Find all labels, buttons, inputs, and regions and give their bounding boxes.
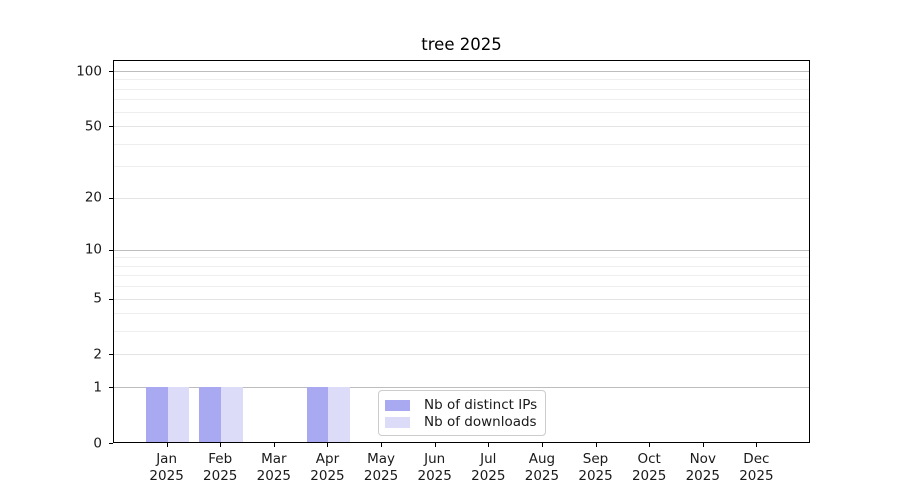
- minor-gridline: [114, 79, 809, 81]
- legend-swatch-downloads: [385, 416, 410, 428]
- x-tick-label-may: May 2025: [363, 451, 399, 484]
- x-tick-mark: [756, 443, 758, 447]
- x-tick-mark: [220, 443, 222, 447]
- legend-entry: Nb of downloads: [385, 414, 537, 430]
- minor-gridline: [114, 265, 809, 267]
- x-tick-mark: [273, 443, 275, 447]
- minor-gridline: [114, 88, 809, 90]
- y-tick-mark: [109, 354, 113, 356]
- x-tick-mark: [541, 443, 543, 447]
- plot-area: [113, 60, 810, 443]
- x-tick-label-aug: Aug 2025: [524, 451, 560, 484]
- y-tick-mark: [109, 443, 113, 444]
- bar-jan-distinct-ips: [145, 387, 168, 442]
- x-tick-mark: [595, 443, 597, 447]
- x-tick-mark: [649, 443, 651, 447]
- minor-gridline: [114, 286, 809, 288]
- x-tick-label-jul: Jul 2025: [471, 451, 506, 484]
- x-tick-label-dec: Dec 2025: [739, 451, 774, 484]
- legend-label: Nb of downloads: [424, 414, 537, 430]
- major-gridline: [114, 387, 809, 389]
- y-tick-mark: [109, 298, 113, 300]
- x-tick-mark: [381, 443, 383, 447]
- x-tick-label-sep: Sep 2025: [578, 451, 613, 484]
- y-tick-label: 100: [76, 62, 102, 79]
- minor-gridline: [114, 166, 809, 168]
- y-tick-mark: [109, 71, 113, 72]
- y-tick-label: 50: [84, 117, 102, 134]
- major-gridline: [114, 249, 809, 251]
- x-tick-mark: [166, 443, 168, 447]
- minor-gridline: [114, 111, 809, 113]
- y-tick-mark: [109, 197, 113, 199]
- y-tick-mark: [109, 126, 113, 128]
- bar-apr-downloads: [328, 387, 351, 442]
- y-tick-mark: [109, 387, 113, 389]
- bar-feb-downloads: [221, 387, 244, 442]
- gridline: [114, 126, 809, 128]
- legend: Nb of distinct IPs Nb of downloads: [378, 390, 546, 436]
- legend-label: Nb of distinct IPs: [424, 397, 538, 413]
- bar-apr-distinct-ips: [306, 387, 329, 442]
- gridline: [114, 354, 809, 356]
- minor-gridline: [114, 313, 809, 315]
- major-gridline: [114, 71, 809, 72]
- x-tick-label-oct: Oct 2025: [631, 451, 667, 484]
- y-tick-label: 0: [93, 434, 102, 451]
- bar-jan-downloads: [167, 387, 190, 442]
- x-tick-label-nov: Nov 2025: [685, 451, 720, 484]
- gridline: [114, 197, 809, 199]
- x-tick-label-feb: Feb 2025: [203, 451, 238, 484]
- x-tick-mark: [327, 443, 329, 447]
- minor-gridline: [114, 275, 809, 277]
- minor-gridline: [114, 257, 809, 259]
- minor-gridline: [114, 143, 809, 145]
- legend-entry: Nb of distinct IPs: [385, 397, 537, 413]
- x-tick-label-jun: Jun 2025: [417, 451, 452, 484]
- x-tick-mark: [702, 443, 704, 447]
- chart-title: tree 2025: [421, 35, 502, 54]
- y-tick-label: 5: [93, 290, 102, 307]
- minor-gridline: [114, 99, 809, 101]
- y-tick-label: 1: [93, 378, 102, 395]
- y-tick-label: 2: [93, 346, 102, 363]
- gridline: [114, 298, 809, 300]
- legend-swatch-distinct-ips: [385, 399, 410, 411]
- x-tick-label-mar: Mar 2025: [256, 451, 292, 484]
- y-tick-label: 10: [84, 241, 102, 258]
- x-tick-label-jan: Jan 2025: [149, 451, 184, 484]
- y-tick-label: 20: [84, 189, 102, 206]
- minor-gridline: [114, 331, 809, 333]
- bar-feb-distinct-ips: [199, 387, 222, 442]
- x-tick-mark: [434, 443, 436, 447]
- x-tick-label-apr: Apr 2025: [310, 451, 345, 484]
- x-tick-mark: [488, 443, 490, 447]
- y-tick-mark: [109, 249, 113, 251]
